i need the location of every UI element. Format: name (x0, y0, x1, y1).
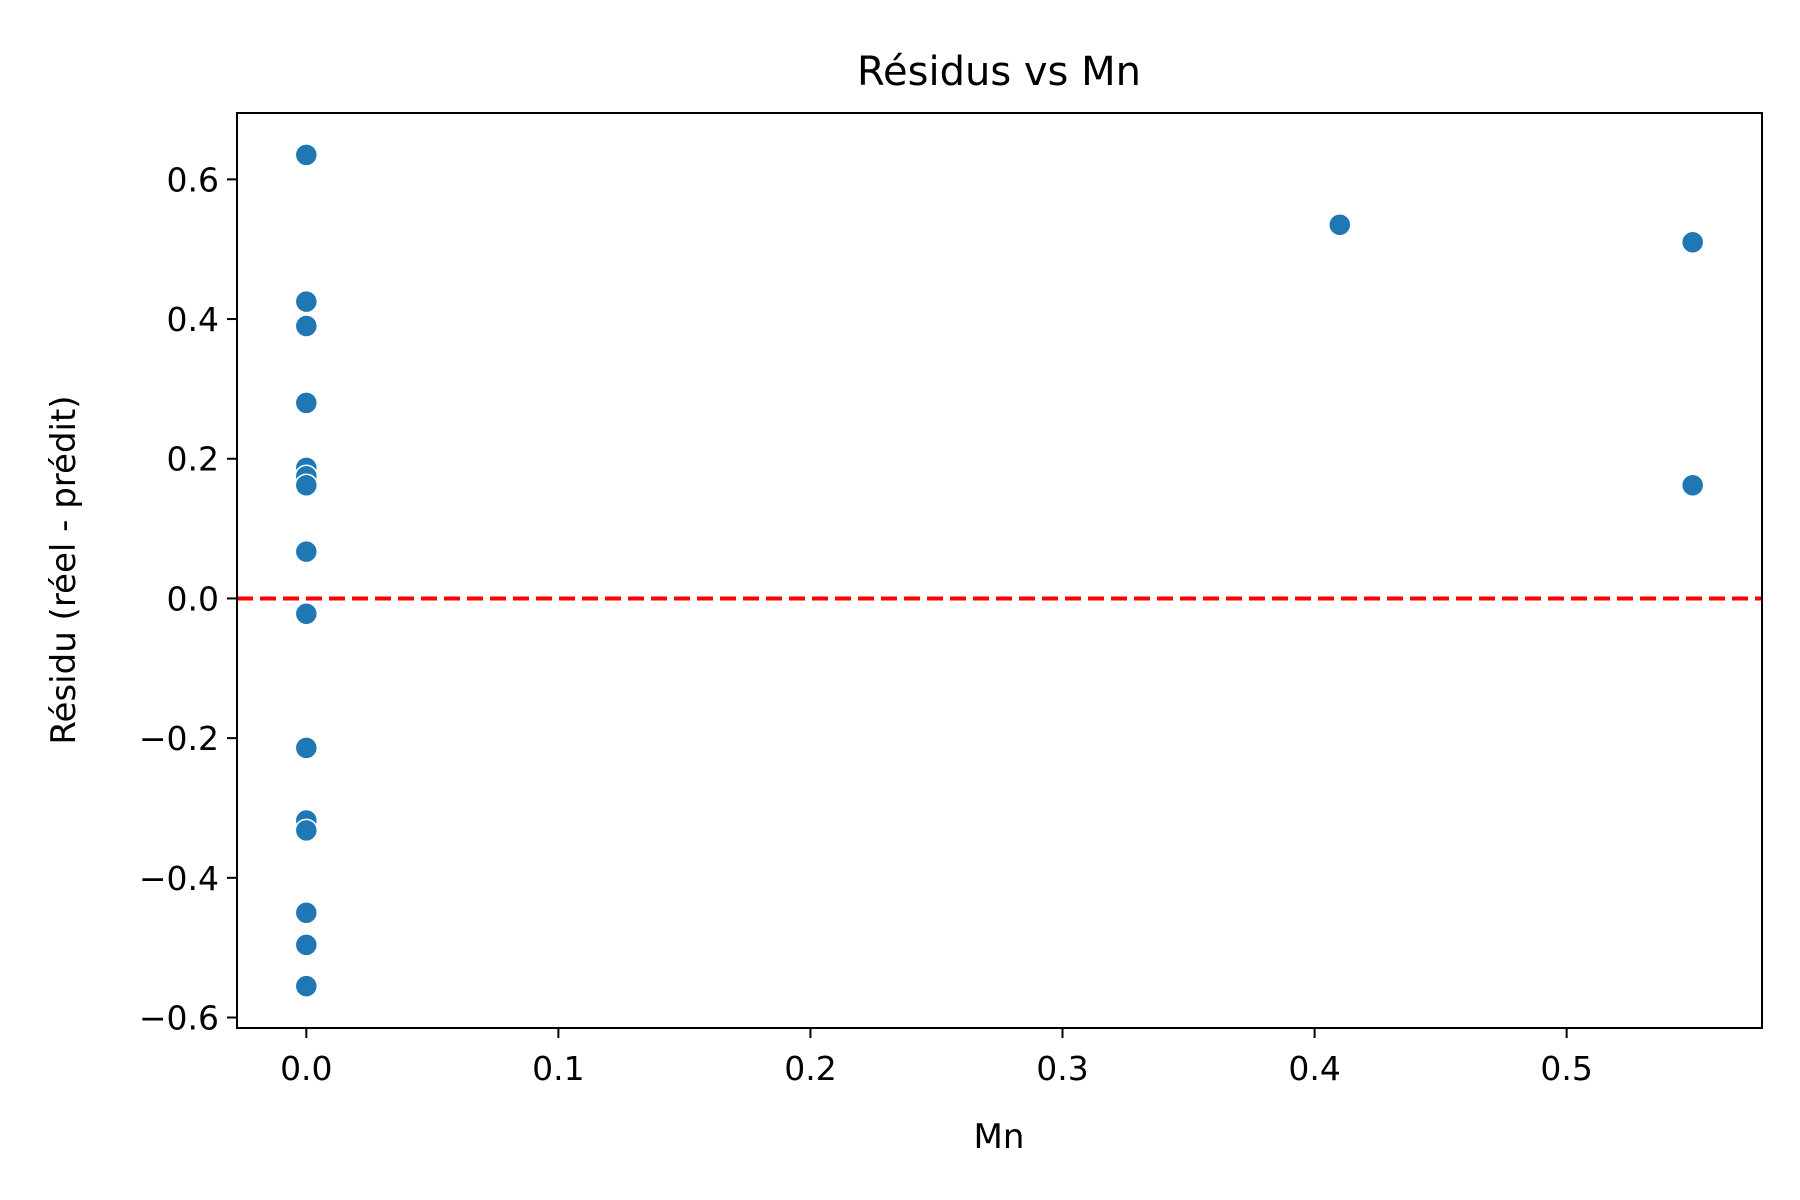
data-point-0 (294, 143, 319, 167)
chart-title: Résidus vs Mn (857, 49, 1141, 95)
x-tick-label-5: 0.5 (1540, 1049, 1592, 1088)
data-point-13 (294, 933, 319, 957)
data-point-11 (294, 818, 319, 843)
y-tick-label-1: −0.4 (139, 859, 219, 898)
y-axis-label: Résidu (réel - prédit) (44, 395, 84, 744)
data-point-14 (294, 974, 319, 998)
data-points (294, 143, 1705, 998)
y-axis-ticks: −0.6 −0.4 −0.2 0.0 0.2 0.4 0.6 (139, 160, 237, 1038)
x-tick-label-0: 0.0 (280, 1049, 332, 1088)
y-tick-label-0: −0.6 (139, 999, 219, 1038)
y-tick-label-4: 0.2 (167, 440, 219, 479)
x-tick-label-4: 0.4 (1288, 1049, 1340, 1088)
x-axis-ticks: 0.0 0.1 0.2 0.3 0.4 0.5 (280, 1028, 1593, 1088)
x-tick-label-3: 0.3 (1036, 1049, 1088, 1088)
y-tick-label-3: 0.0 (167, 579, 219, 618)
data-point-6 (294, 473, 319, 498)
x-tick-label-1: 0.1 (532, 1049, 584, 1088)
data-point-2 (294, 314, 319, 338)
data-point-3 (294, 391, 319, 415)
plot-area (236, 112, 1763, 1029)
plot-frame (236, 112, 1763, 1029)
data-point-1 (294, 289, 319, 314)
y-tick-label-6: 0.6 (167, 160, 219, 199)
data-point-15 (1328, 213, 1352, 237)
data-point-16 (1680, 230, 1705, 254)
data-point-17 (1680, 473, 1705, 498)
x-tick-label-2: 0.2 (784, 1049, 836, 1088)
y-tick-label-2: −0.2 (139, 719, 219, 758)
data-point-8 (294, 602, 319, 626)
data-point-7 (294, 539, 319, 564)
data-point-9 (294, 736, 319, 760)
x-axis-label: Mn (974, 1117, 1025, 1157)
data-point-12 (294, 901, 319, 925)
y-tick-label-5: 0.4 (167, 300, 219, 339)
